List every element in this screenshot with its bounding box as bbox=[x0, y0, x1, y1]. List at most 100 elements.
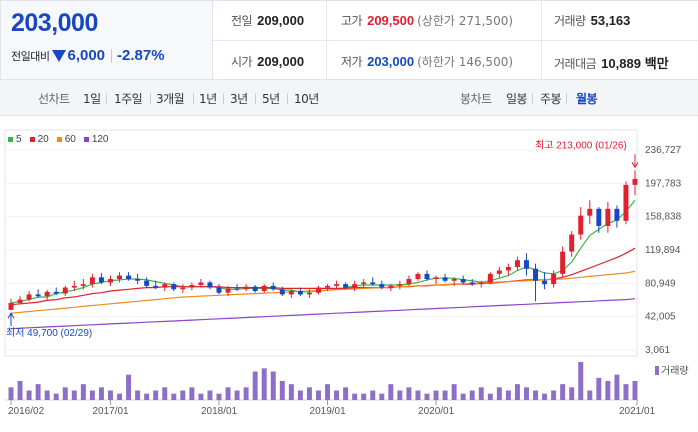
tab-3y[interactable]: 3년 bbox=[230, 92, 248, 106]
volume-bar bbox=[496, 387, 502, 400]
tab-daily[interactable]: 일봉 bbox=[506, 92, 528, 106]
volume-bar bbox=[315, 390, 321, 400]
tab-5y[interactable]: 5년 bbox=[262, 92, 280, 106]
volume-bar bbox=[207, 390, 213, 400]
x-tick-label: 2020/01 bbox=[418, 406, 455, 417]
candle-body bbox=[514, 260, 520, 268]
volume-bar bbox=[605, 381, 611, 400]
volume-bar bbox=[279, 381, 285, 400]
candle-body bbox=[162, 284, 168, 288]
candle-body bbox=[334, 284, 340, 286]
down-triangle-icon bbox=[52, 49, 67, 62]
candle-body bbox=[225, 288, 231, 293]
volume-bar bbox=[505, 390, 511, 400]
volume-bar bbox=[162, 387, 168, 400]
line-chart-label: 선차트 bbox=[38, 92, 70, 106]
candle-body bbox=[180, 287, 186, 290]
candle-body bbox=[153, 285, 159, 288]
candle-body bbox=[605, 208, 611, 226]
change-row: 전일대비 6,000 -2.87% bbox=[11, 47, 165, 64]
candle-body bbox=[279, 289, 285, 295]
tab-1d[interactable]: 1일 bbox=[83, 92, 101, 106]
volume-bar bbox=[415, 390, 421, 400]
divider bbox=[532, 93, 533, 104]
legend-ma120: 120 bbox=[83, 134, 109, 145]
volume-bar bbox=[216, 393, 222, 400]
price-summary: 203,000 전일대비 6,000 -2.87% 전일 209,000 고가 20… bbox=[0, 0, 698, 81]
volume-bar bbox=[406, 387, 412, 400]
volume-bar bbox=[153, 390, 159, 400]
candle-body bbox=[234, 288, 240, 290]
volume-bar bbox=[261, 368, 267, 400]
candle-body bbox=[8, 302, 14, 310]
candle-body bbox=[207, 282, 213, 288]
candle-body bbox=[587, 208, 593, 216]
candle-body bbox=[216, 287, 222, 293]
tab-10y[interactable]: 10년 bbox=[294, 92, 319, 106]
volume-bar bbox=[460, 393, 466, 400]
tab-3m[interactable]: 3개월 bbox=[156, 92, 185, 106]
volume-bar bbox=[523, 387, 529, 400]
volume-label: 거래량 bbox=[661, 365, 689, 377]
candle-body bbox=[35, 294, 41, 297]
candle-body bbox=[424, 273, 430, 280]
candle-body bbox=[53, 291, 59, 294]
volume-bar bbox=[117, 393, 123, 400]
ma-line-20 bbox=[10, 247, 636, 306]
volume-bar bbox=[325, 384, 331, 400]
x-tick-label: 2016/02 bbox=[8, 406, 45, 417]
tab-monthly[interactable]: 월봉 bbox=[576, 92, 598, 106]
candle-body bbox=[44, 291, 50, 297]
volume-bar bbox=[53, 393, 59, 400]
divider bbox=[150, 93, 151, 104]
volume-bar bbox=[569, 387, 575, 400]
change-value: 6,000 bbox=[67, 47, 106, 64]
volume-bar bbox=[71, 390, 77, 400]
candle-body bbox=[560, 251, 566, 274]
volume-bar bbox=[587, 390, 593, 400]
price-stats: 전일 209,000 고가 209,500 (상한가 271,500) 거래량 53,1… bbox=[213, 0, 698, 81]
volume-bar bbox=[614, 374, 620, 400]
volume-bar bbox=[632, 381, 638, 400]
low-arrow-head bbox=[7, 312, 15, 319]
volume-bar bbox=[8, 387, 14, 400]
high-arrow-head bbox=[631, 162, 639, 169]
volume-bar bbox=[234, 390, 240, 400]
divider bbox=[541, 1, 542, 81]
candle-body bbox=[623, 184, 629, 221]
candle-body bbox=[442, 277, 448, 281]
volume-bar bbox=[596, 377, 602, 400]
plot-frame bbox=[4, 129, 638, 357]
volume-bar bbox=[297, 390, 303, 400]
current-price-box: 203,000 전일대비 6,000 -2.87% bbox=[0, 0, 213, 80]
candle-body bbox=[98, 277, 104, 283]
candle-body bbox=[252, 286, 258, 291]
candle-body bbox=[614, 208, 620, 221]
candle-body bbox=[343, 284, 349, 288]
candle-body bbox=[198, 282, 204, 286]
candle-body bbox=[189, 285, 195, 288]
candle-body bbox=[80, 284, 86, 286]
volume-bar bbox=[198, 393, 204, 400]
x-tick-label: 2018/01 bbox=[201, 406, 238, 417]
volume-bar bbox=[89, 390, 95, 400]
candle-body bbox=[315, 287, 321, 293]
stock-candlestick-chart[interactable]: 236,727 197,783 158,838 119,894 80,949 42,005… bbox=[0, 118, 698, 432]
volume-bar bbox=[225, 387, 231, 400]
volume-bar bbox=[334, 390, 340, 400]
candle-body bbox=[306, 292, 312, 295]
tab-weekly[interactable]: 주봉 bbox=[540, 92, 562, 106]
volume-bar bbox=[379, 393, 385, 400]
tab-1w[interactable]: 1주일 bbox=[114, 92, 143, 106]
y-tick-label: 80,949 bbox=[645, 278, 676, 289]
volume-bar bbox=[252, 371, 258, 400]
divider bbox=[213, 40, 698, 41]
volume-bar bbox=[135, 390, 141, 400]
candle-body bbox=[542, 280, 548, 285]
chart-period-tabs: 선차트 1일 1주일 3개월 1년 3년 5년 10년 봉차트 일봉 주봉 월봉 bbox=[0, 80, 698, 116]
volume-bar bbox=[126, 374, 132, 400]
divider bbox=[193, 93, 194, 104]
candle-body bbox=[551, 273, 557, 285]
tab-1y[interactable]: 1년 bbox=[199, 92, 217, 106]
y-tick-label: 119,894 bbox=[645, 245, 681, 256]
